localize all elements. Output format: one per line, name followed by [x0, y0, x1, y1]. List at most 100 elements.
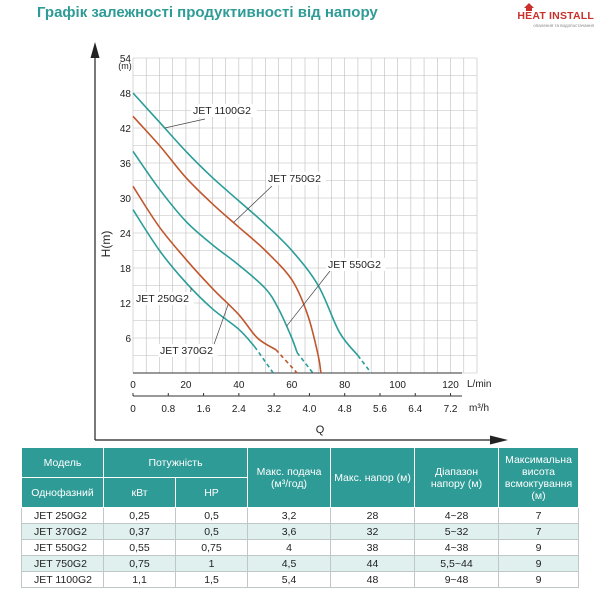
series-leader-line — [164, 118, 206, 129]
x-tick-label-lmin: 80 — [339, 380, 351, 391]
series-label: JET 550G2 — [328, 259, 381, 271]
cell-hp: 0,5 — [174, 507, 249, 524]
series-label-bg — [266, 172, 326, 185]
cell-range: 5~32 — [414, 523, 500, 540]
x-tick-label-lmin: 20 — [180, 380, 192, 391]
logo: HEAT INSTALL опалення та водопостачання — [516, 2, 594, 32]
series-label-bg — [326, 258, 386, 271]
x-tick-label-m3h: 0 — [130, 404, 136, 415]
cell-flow: 4 — [247, 539, 332, 556]
col-header-model: Модель — [21, 447, 104, 478]
col-header-max-head: Макс. напор (м) — [330, 447, 416, 508]
logo-text: HEAT INSTALL — [517, 10, 594, 22]
series-line-jet-550g2 — [132, 150, 298, 353]
series-label: JET 250G2 — [136, 293, 189, 305]
col-header-power: Потужність — [102, 447, 249, 478]
series-layer — [132, 92, 372, 374]
y-tick-label: 24 — [120, 229, 132, 240]
col-header-suction: Максимальна висота всмоктування (м) — [498, 447, 580, 508]
specs-table: Модель Потужність Макс. подача (м³/год) … — [21, 447, 580, 588]
cell-suction: 7 — [498, 507, 580, 524]
cell-hp: 0,5 — [174, 523, 249, 540]
x-tick-labels-lmin: 0 20 40 60 80 100 120 — [130, 380, 459, 391]
series-line-dashed-jet-250g2 — [254, 346, 274, 374]
x-tick-labels-m3h: 0 0.8 1.6 2.4 3.2 4.0 4.8 5.6 6.4 7.2 — [130, 393, 458, 415]
logo-tagline: опалення та водопостачання — [533, 23, 594, 28]
series-line-dashed-jet-1100g2 — [357, 355, 372, 374]
pump-performance-chart: 6 12 18 24 30 36 42 48 54 0 20 40 60 80 100 120 0 0.8 1.… — [90, 42, 508, 445]
table-row: JET 550G2 0,55 0,75 4 38 4~38 9 — [21, 539, 580, 556]
series-leader-line — [233, 185, 273, 223]
cell-suction: 9 — [498, 539, 580, 556]
y-tick-label: 36 — [120, 159, 132, 170]
col-header-phase: Однофазний — [21, 477, 104, 508]
series-label-bg — [191, 104, 257, 117]
cell-model: JET 1100G2 — [21, 571, 104, 588]
x-axis-unit-lmin: L/min — [467, 379, 491, 390]
x-tick-label-lmin: 60 — [286, 380, 298, 391]
cell-range: 4~28 — [414, 507, 500, 524]
y-tick-label: 54 — [120, 54, 132, 65]
axes-layer — [90, 42, 508, 445]
x-tick-label-m3h: 4.8 — [338, 404, 352, 415]
cell-flow: 3,6 — [247, 523, 332, 540]
series-label-bg — [158, 344, 218, 357]
cell-kw: 1,1 — [103, 571, 176, 588]
y-tick-label: 18 — [120, 264, 132, 275]
cell-head: 44 — [330, 555, 416, 572]
cell-suction: 9 — [498, 555, 580, 572]
cell-hp: 1 — [174, 555, 249, 572]
cell-model: JET 550G2 — [21, 539, 104, 556]
series-line-jet-370g2 — [132, 185, 277, 351]
cell-kw: 0,75 — [103, 555, 176, 572]
x-tick-label-m3h: 4.0 — [302, 404, 316, 415]
cell-model: JET 750G2 — [21, 555, 104, 572]
x-tick-label-m3h: 6.4 — [408, 404, 422, 415]
cell-kw: 0,25 — [103, 507, 176, 524]
series-label: JET 750G2 — [268, 173, 321, 185]
y-axis-label: H(m) — [99, 231, 113, 258]
cell-kw: 0,37 — [103, 523, 176, 540]
x-tick-label-lmin: 40 — [233, 380, 245, 391]
y-tick-label: 42 — [120, 124, 132, 135]
cell-head: 38 — [330, 539, 416, 556]
table-row: JET 250G2 0,25 0,5 3,2 28 4~28 7 — [21, 507, 580, 524]
y-axis-unit-label: (m) — [118, 61, 132, 71]
y-tick-label: 6 — [125, 334, 131, 345]
cell-model: JET 370G2 — [21, 523, 104, 540]
series-leader-line — [211, 304, 229, 351]
x-tick-label-m3h: 3.2 — [267, 404, 281, 415]
y-tick-labels: 6 12 18 24 30 36 42 48 54 — [120, 54, 132, 345]
cell-range: 4~38 — [414, 539, 500, 556]
cell-kw: 0,55 — [103, 539, 176, 556]
page-title: Графік залежності продуктивності від нап… — [37, 4, 378, 21]
col-header-max-flow: Макс. подача (м³/год) — [247, 447, 332, 508]
cell-flow: 4,5 — [247, 555, 332, 572]
y-tick-label: 30 — [120, 194, 132, 205]
series-label: JET 370G2 — [160, 345, 213, 357]
series-line-dashed-jet-370g2 — [275, 349, 298, 374]
table-row: JET 370G2 0,37 0,5 3,6 32 5~32 7 — [21, 523, 580, 540]
y-axis-arrow-icon — [90, 42, 100, 58]
col-header-kw: кВт — [103, 477, 176, 508]
table-row: JET 1100G2 1,1 1,5 5,4 48 9~48 9 — [21, 571, 580, 588]
cell-range: 5,5~44 — [414, 555, 500, 572]
series-line-dashed-jet-550g2 — [296, 352, 314, 374]
cell-hp: 1,5 — [174, 571, 249, 588]
x-tick-label-lmin: 120 — [442, 380, 459, 391]
series-line-jet-250g2 — [132, 209, 256, 348]
house-roof-icon — [524, 3, 534, 11]
cell-hp: 0,75 — [174, 539, 249, 556]
series-label: JET 1100G2 — [193, 105, 251, 117]
x-tick-label-m3h: 0.8 — [161, 404, 175, 415]
x-tick-label-m3h: 5.6 — [373, 404, 387, 415]
cell-flow: 3,2 — [247, 507, 332, 524]
cell-suction: 9 — [498, 571, 580, 588]
series-labels: JET 250G2 JET 370G2 JET 550G2 JET 750G2 JET … — [134, 104, 386, 357]
y-tick-label: 48 — [120, 89, 132, 100]
table-row: JET 750G2 0,75 1 4,5 44 5,5~44 9 — [21, 555, 580, 572]
cell-range: 9~48 — [414, 571, 500, 588]
y-tick-label: 12 — [120, 299, 132, 310]
x-tick-label-m3h: 2.4 — [232, 404, 246, 415]
x-axis-label: Q — [316, 424, 325, 436]
